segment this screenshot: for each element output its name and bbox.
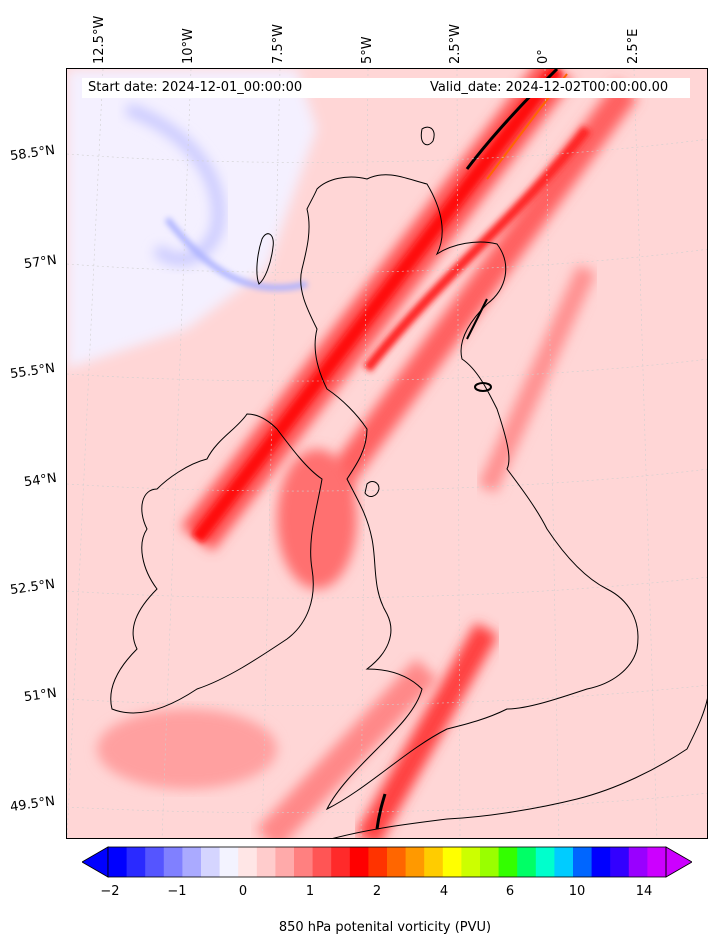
colorbar-tick: −1 [167,884,187,899]
shetland-orkney-coast [420,126,435,146]
france-coast [332,698,707,838]
colorbar-tick: 6 [505,884,515,899]
pv-blue-band [164,217,308,291]
colorbar-segment [610,847,630,877]
pv-contour-ne1 [465,69,559,170]
colorbar-segment [368,847,388,877]
colorbar-segment [145,847,165,877]
colorbar-segment [535,847,555,877]
colorbar-extend-max [665,846,692,878]
colorbar-segment [480,847,500,877]
colorbar-segment [256,847,276,877]
pv-southwest-patch [97,709,277,789]
pv-southwest-band [256,658,438,838]
colorbar-segment [182,847,202,877]
ireland-coast [110,413,323,714]
colorbar-segment [442,847,462,877]
colorbar-segment [424,847,444,877]
colorbar-segment [294,847,314,877]
colorbar-segment [591,847,611,877]
colorbar-segment [349,847,369,877]
colorbar-segment [387,847,407,877]
colorbar-segment [238,847,258,877]
colorbar-tick: −2 [100,884,120,899]
pv-front-band-core [191,69,563,544]
colorbar-outline [107,846,667,878]
pv-contour-south [375,793,387,830]
colorbar-tick: 2 [372,884,382,899]
lon-label-10w: 10°W [181,28,196,64]
pv-field-map [67,69,707,838]
graticule [67,69,707,838]
colorbar-segment [312,847,332,877]
hebrides-coast [256,233,274,285]
coastlines [110,126,707,838]
colorbar-segment [628,847,648,877]
colorbar-segment [517,847,537,877]
colorbar-segment [163,847,183,877]
isle-of-man-coast [364,481,380,497]
pv-secondary-core [363,125,591,373]
lat-label-51n: 51°N [23,685,58,706]
pv-secondary-band [305,80,639,518]
lon-label-5w: 5°W [360,36,375,64]
lat-label-49-5n: 49.5°N [9,793,56,816]
colorbar-segment [275,847,295,877]
lat-label-52-5n: 52.5°N [9,576,56,599]
colorbar-segment [405,847,425,877]
lon-label-2-5w: 2.5°W [448,23,463,64]
colorbar [82,846,692,878]
colorbar-tick: 0 [238,884,248,899]
colorbar-segment [573,847,593,877]
colorbar-segment [108,847,128,877]
colorbar-segment [461,847,481,877]
pv-irish-sea-patch [277,449,357,589]
colorbar-title: 850 hPa potenital vorticity (PVU) [278,920,492,935]
pv-blue-swirl [125,103,225,266]
colorbar-segment [498,847,518,877]
pv-contour-mid [466,298,488,340]
pv-east-band [477,264,597,494]
colorbar-tick: 14 [635,884,653,899]
valid-date-label: Valid_date: 2024-12-02T00:00:00.00 [430,80,669,95]
start-date-label: Start date: 2024-12-01_00:00:00 [88,80,303,95]
lon-label-0: 0° [536,49,551,64]
colorbar-segment [554,847,574,877]
pv-south-band [355,622,499,838]
colorbar-extend-min [82,846,109,878]
lon-label-7-5w: 7.5°W [271,23,286,64]
lat-label-58-5n: 58.5°N [9,142,56,165]
lat-label-55-5n: 55.5°N [9,360,56,383]
header-box [82,78,690,98]
lon-label-12-5w: 12.5°W [92,15,107,64]
great-britain-coast [300,174,639,811]
colorbar-segment [126,847,146,877]
colorbar-segment [201,847,221,877]
lon-label-2-5e: 2.5°E [626,28,641,64]
pv-pale-region [67,69,317,369]
colorbar-tick: 10 [568,884,586,899]
map-frame [66,68,708,839]
colorbar-segment [331,847,351,877]
lat-label-57n: 57°N [23,252,58,273]
colorbar-segment [647,847,667,877]
colorbar-segment [219,847,239,877]
colorbar-tick: 1 [305,884,315,899]
lat-label-54n: 54°N [23,470,58,491]
colorbar-tick: 4 [439,884,449,899]
